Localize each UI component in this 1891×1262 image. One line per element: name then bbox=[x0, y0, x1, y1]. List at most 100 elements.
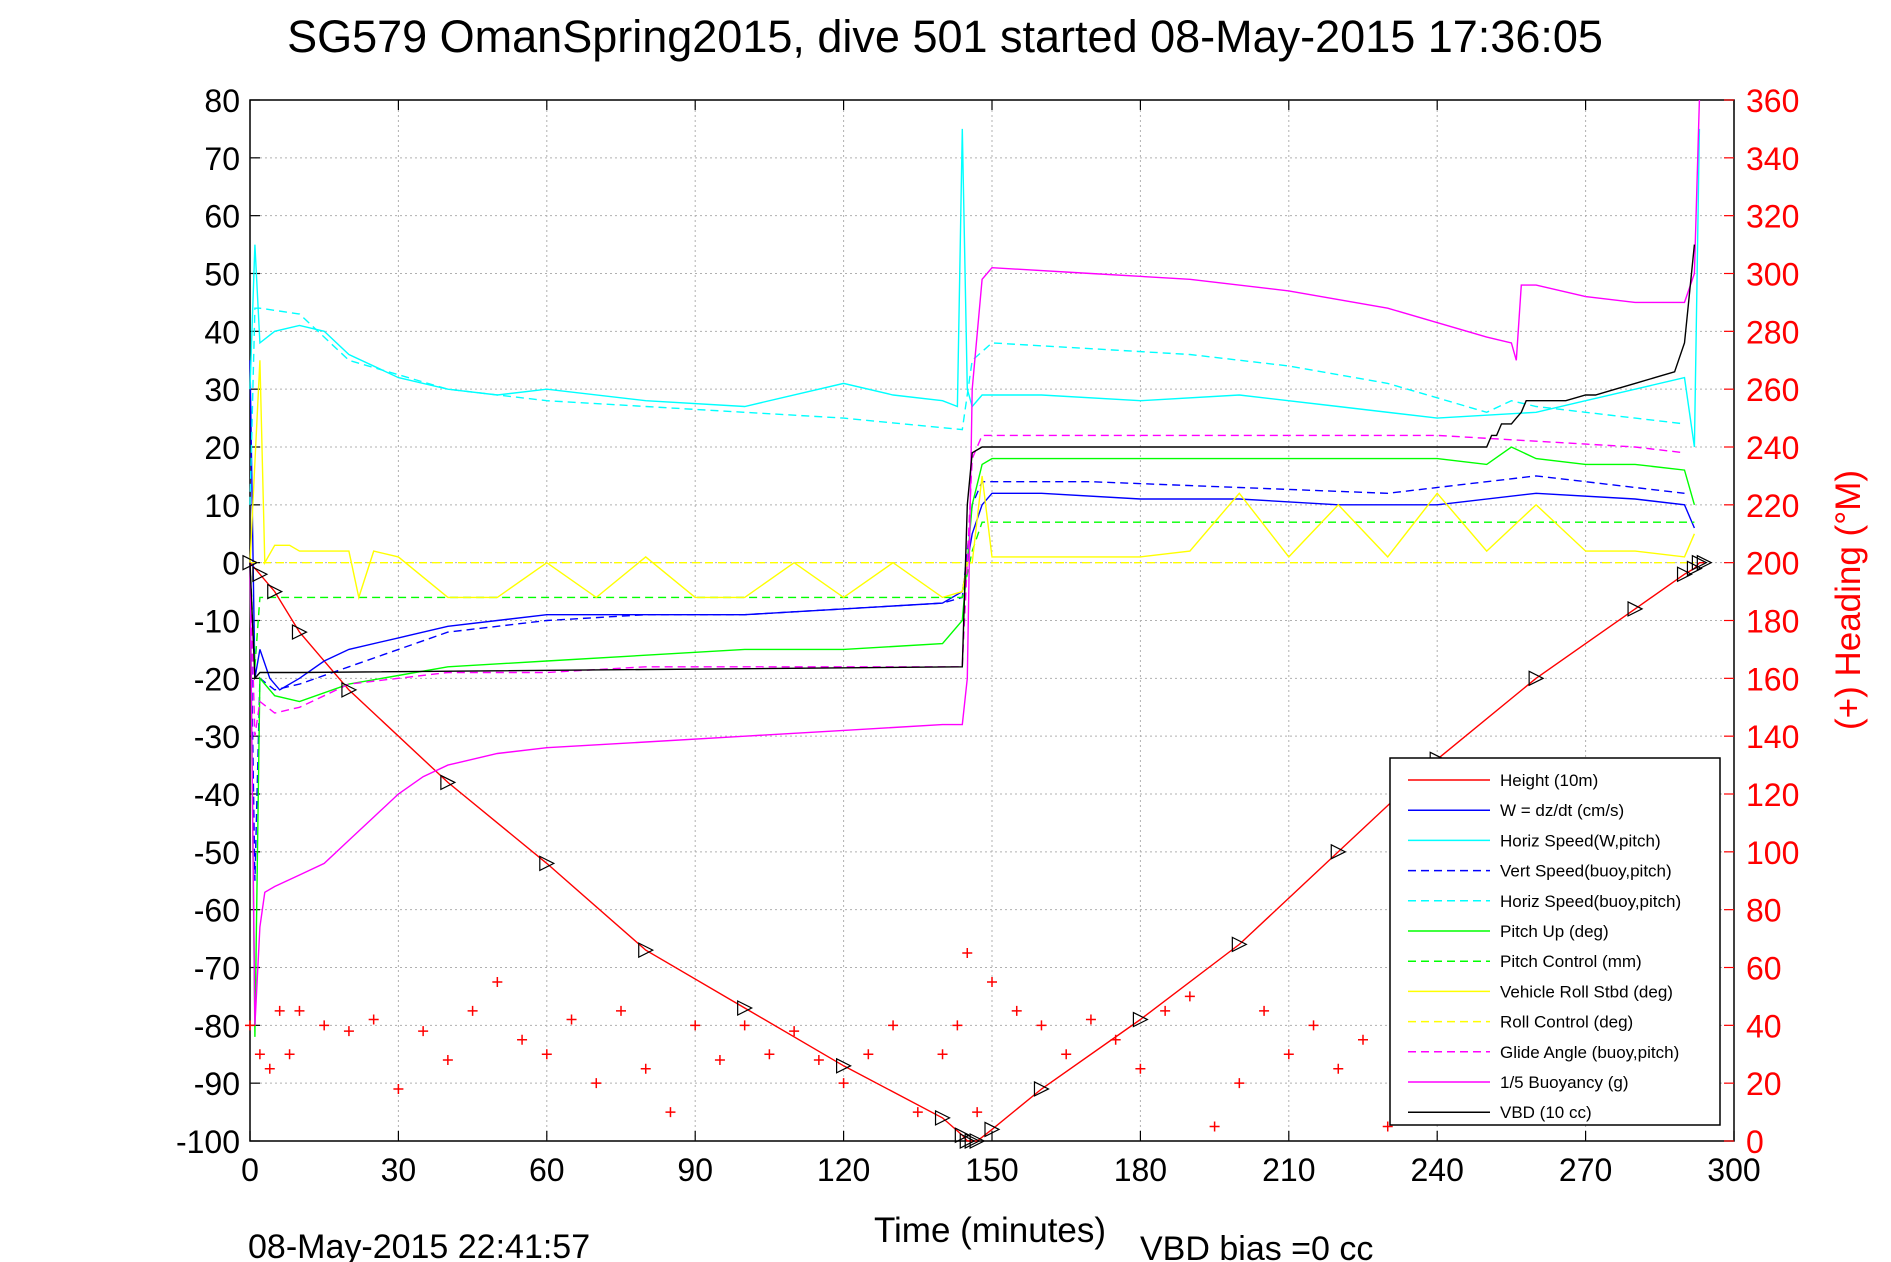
y2-tick-label: 100 bbox=[1746, 835, 1799, 871]
heading-marker bbox=[467, 1005, 478, 1016]
footer-timestamp: 08-May-2015 22:41:57 bbox=[248, 1228, 590, 1262]
y-tick-label: 0 bbox=[222, 546, 240, 582]
height-triangle-marker bbox=[1231, 936, 1248, 953]
x-tick-label: 60 bbox=[529, 1152, 565, 1188]
legend-label: Vehicle Roll Stbd (deg) bbox=[1500, 982, 1673, 1001]
heading-marker bbox=[1283, 1049, 1294, 1060]
series-line-1-5-buoyancy-g bbox=[249, 99, 1701, 1026]
x-tick-label: 300 bbox=[1707, 1152, 1760, 1188]
height-triangle-marker bbox=[836, 1057, 852, 1074]
heading-marker bbox=[739, 1020, 750, 1031]
heading-marker bbox=[294, 1005, 305, 1016]
heading-marker bbox=[264, 1063, 275, 1074]
series-line-horiz-speed-buoy-pitch bbox=[249, 307, 1685, 505]
height-triangle-marker bbox=[1691, 554, 1708, 571]
height-triangle-marker bbox=[934, 1109, 951, 1126]
height-triangle-marker bbox=[954, 1127, 971, 1144]
x-tick-label: 240 bbox=[1411, 1152, 1464, 1188]
y-tick-label: -50 bbox=[194, 835, 240, 871]
heading-marker bbox=[616, 1005, 626, 1016]
heading-marker bbox=[838, 1078, 849, 1089]
heading-marker bbox=[1085, 1014, 1096, 1025]
height-triangle-marker bbox=[1686, 560, 1703, 577]
heading-marker bbox=[418, 1026, 429, 1037]
series-line-height-10m bbox=[249, 562, 1705, 1142]
y-tick-label: -80 bbox=[194, 1008, 240, 1044]
heading-marker bbox=[1259, 1005, 1270, 1016]
y2-tick-label: 180 bbox=[1746, 604, 1799, 640]
y2-tick-label: 0 bbox=[1746, 1124, 1764, 1160]
height-triangle-marker bbox=[1696, 554, 1713, 571]
series-line-vbd-10-cc bbox=[249, 244, 1696, 681]
y-tick-label: -100 bbox=[176, 1124, 240, 1160]
y-tick-label: 60 bbox=[204, 199, 240, 235]
y2-tick-label: 40 bbox=[1746, 1008, 1782, 1044]
x-tick-label: 30 bbox=[381, 1152, 417, 1188]
y-tick-label: 50 bbox=[204, 257, 240, 293]
series-line-pitch-up-deg bbox=[249, 446, 1696, 1037]
heading-marker bbox=[393, 1083, 404, 1094]
heading-marker bbox=[690, 1020, 701, 1031]
heading-marker bbox=[284, 1049, 295, 1060]
heading-marker bbox=[492, 976, 503, 987]
heading-marker bbox=[245, 1020, 255, 1031]
series-line-horiz-speed-w-pitch bbox=[249, 128, 1701, 448]
heading-marker bbox=[1234, 1078, 1245, 1089]
heading-marker bbox=[591, 1078, 602, 1089]
y2-tick-label: 280 bbox=[1746, 314, 1799, 350]
y-tick-label: -40 bbox=[194, 777, 240, 813]
heading-marker bbox=[665, 1107, 676, 1118]
x-tick-label: 120 bbox=[817, 1152, 870, 1188]
y-tick-label: 10 bbox=[204, 488, 240, 524]
height-triangle-marker bbox=[252, 566, 269, 583]
heading-marker bbox=[863, 1049, 874, 1060]
y-tick-label: -10 bbox=[194, 604, 240, 640]
heading-marker bbox=[640, 1063, 651, 1074]
y2-tick-label: 300 bbox=[1746, 257, 1799, 293]
y-tick-label: 80 bbox=[204, 83, 240, 119]
heading-marker bbox=[1382, 1121, 1393, 1132]
y2-tick-label: 320 bbox=[1746, 199, 1799, 235]
series-line-glide-angle-buoy-pitch bbox=[249, 434, 1685, 737]
x-tick-label: 0 bbox=[241, 1152, 259, 1188]
height-triangle-marker bbox=[984, 1121, 1001, 1138]
legend-label: Horiz Speed(W,pitch) bbox=[1500, 831, 1661, 850]
y-tick-label: 20 bbox=[204, 430, 240, 466]
y2-tick-label: 20 bbox=[1746, 1066, 1782, 1102]
heading-marker bbox=[813, 1055, 824, 1066]
height-triangle-marker bbox=[964, 1133, 981, 1149]
heading-marker bbox=[254, 1049, 265, 1060]
x-tick-labels: 0 30 60 90 120 150 180 210 240 270 300 bbox=[241, 1152, 1761, 1188]
heading-marker bbox=[541, 1049, 552, 1060]
series-line-w-dz-dt-cm-s bbox=[249, 360, 1696, 691]
y2-tick-label: 160 bbox=[1746, 661, 1799, 697]
heading-marker bbox=[937, 1049, 948, 1060]
x-tick-label: 210 bbox=[1262, 1152, 1315, 1188]
height-triangle-marker bbox=[959, 1133, 976, 1149]
legend-label: 1/5 Buoyancy (g) bbox=[1500, 1073, 1629, 1092]
legend-label: W = dz/dt (cm/s) bbox=[1500, 801, 1624, 820]
series-line-vehicle-roll-stbd-deg bbox=[249, 360, 1696, 601]
legend-label: Glide Angle (buoy,pitch) bbox=[1500, 1043, 1679, 1062]
height-triangle-marker bbox=[737, 1000, 754, 1016]
heading-marker bbox=[1160, 1005, 1171, 1016]
height-triangle-marker bbox=[638, 942, 655, 959]
heading-marker bbox=[962, 948, 973, 959]
series-lines bbox=[249, 99, 1705, 1142]
legend-box bbox=[1389, 757, 1721, 1126]
y-tick-labels: 80 70 60 50 40 30 20 10 0 -10 -20 -30 -40 -50 -60 -70 -8… bbox=[176, 83, 240, 1160]
heading-marker bbox=[952, 1020, 963, 1031]
y2-tick-label: 200 bbox=[1746, 546, 1799, 582]
y2-tick-label: 260 bbox=[1746, 372, 1799, 408]
legend-entries: Height (10m) W = dz/dt (cm/s) Horiz Speed(… bbox=[1408, 771, 1681, 1122]
heading-marker bbox=[888, 1020, 899, 1031]
heading-marker bbox=[1061, 1049, 1072, 1060]
y2-tick-label: 340 bbox=[1746, 141, 1799, 177]
legend-label: Roll Control (deg) bbox=[1500, 1013, 1633, 1032]
y2-tick-label: 140 bbox=[1746, 719, 1799, 755]
heading-marker bbox=[1333, 1063, 1344, 1074]
y2-axis-label: (+) Heading (°M) bbox=[1829, 470, 1868, 730]
x-axis-label: Time (minutes) bbox=[874, 1211, 1106, 1250]
legend-label: VBD (10 cc) bbox=[1500, 1103, 1592, 1122]
